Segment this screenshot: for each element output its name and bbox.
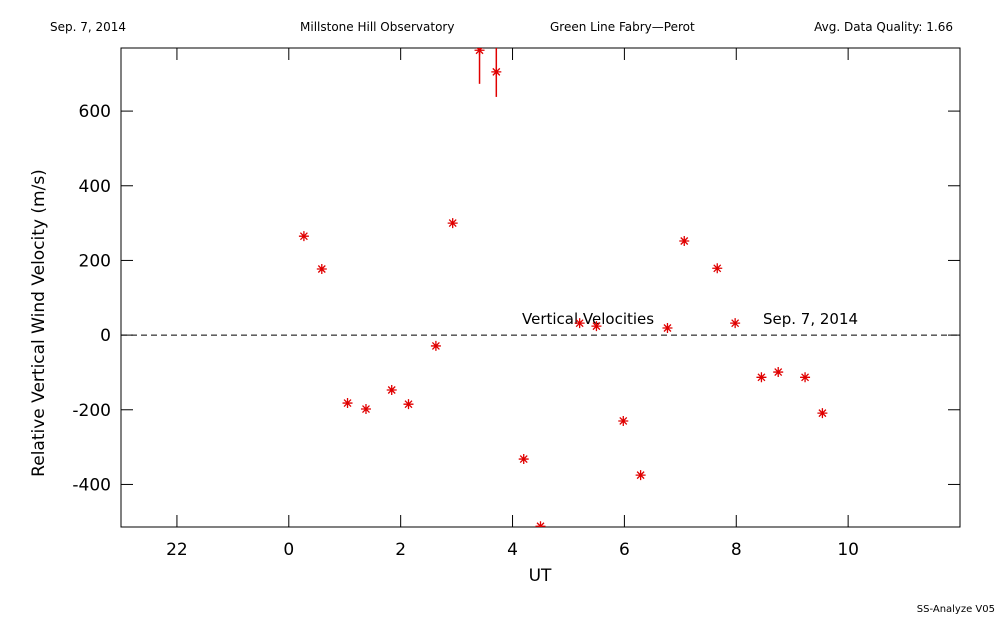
point (298, 231, 309, 242)
point (662, 323, 673, 334)
x-tick-label: 10 (837, 540, 859, 560)
data-layer (298, 48, 828, 527)
point (403, 399, 414, 410)
point (430, 340, 441, 351)
x-tick-label: 6 (619, 540, 630, 560)
y-tick-label: 600 (79, 102, 111, 122)
point (773, 367, 784, 378)
footer: SS-Analyze V05 (917, 604, 995, 615)
annotation: Vertical Velocities (522, 310, 654, 328)
point (316, 264, 327, 275)
point (730, 318, 741, 329)
header-quality: Avg. Data Quality: 1.66 (814, 20, 953, 34)
x-tick-label: 2 (395, 540, 406, 560)
y-tick-label: 400 (79, 177, 111, 197)
point (591, 321, 602, 332)
point (679, 236, 690, 247)
x-tick-label: 4 (507, 540, 518, 560)
point (342, 398, 353, 409)
header-instrument: Green Line Fabry—Perot (550, 20, 695, 34)
x-tick-label: 0 (283, 540, 294, 560)
point (474, 48, 485, 56)
header-observatory: Millstone Hill Observatory (300, 20, 454, 34)
x-tick-label: 8 (731, 540, 742, 560)
x-tick-label: 22 (166, 540, 188, 560)
y-tick-label: -200 (72, 401, 111, 421)
point (800, 372, 811, 383)
y-axis-label: Relative Vertical Wind Velocity (m/s) (29, 169, 49, 477)
point (447, 218, 458, 229)
point (712, 263, 723, 274)
point (491, 66, 502, 77)
point (535, 521, 546, 527)
y-tick-label: 0 (100, 326, 111, 346)
point (574, 318, 585, 329)
y-tick-label: -400 (72, 475, 111, 495)
point (756, 372, 767, 383)
point (518, 454, 529, 465)
y-tick-label: 200 (79, 251, 111, 271)
point (817, 408, 828, 419)
point (618, 415, 629, 426)
point (360, 404, 371, 415)
header-date: Sep. 7, 2014 (50, 20, 126, 34)
point (386, 384, 397, 395)
x-axis-label: UT (529, 566, 552, 586)
annotation: Sep. 7, 2014 (763, 310, 858, 328)
point (635, 470, 646, 481)
